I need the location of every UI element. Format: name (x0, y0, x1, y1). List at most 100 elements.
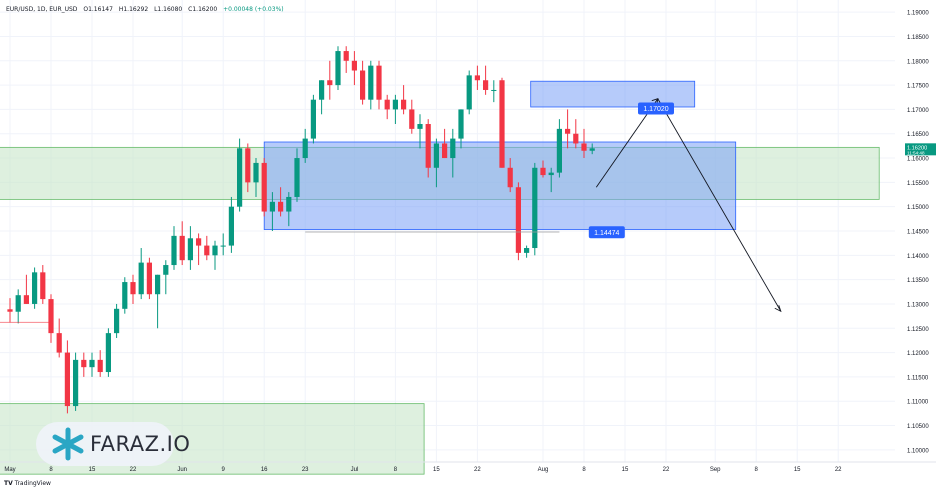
change-value: +0.00048 (+0.03%) (223, 6, 284, 13)
candle-body (425, 124, 431, 168)
tradingview-icon: TV (4, 480, 13, 487)
price-tick-label: 1.14000 (907, 254, 929, 260)
candle-body (130, 282, 136, 295)
time-tick-label: 22 (130, 467, 137, 473)
symbol-title: EUR/USD, 1D, EUR_USD (6, 6, 78, 13)
candle-body (122, 282, 128, 309)
asterisk-logo-icon (52, 427, 84, 461)
time-tick-label: 15 (794, 467, 801, 473)
candle-body (245, 148, 251, 183)
logo-text: FARAZ.IO (90, 432, 191, 456)
time-tick-label: 15 (89, 467, 96, 473)
projection-arrowhead (774, 305, 782, 313)
candle-body (417, 124, 423, 129)
tradingview-brand: TV TradingView (4, 480, 51, 487)
candle-body (138, 262, 144, 295)
price-tick-label: 1.10000 (907, 448, 929, 454)
candle-body (319, 80, 325, 100)
candle-body (565, 128, 571, 134)
price-tick-label: 1.12000 (907, 351, 929, 357)
candle-body (433, 143, 439, 168)
time-tick-label: 9 (222, 467, 226, 473)
candle-body (114, 308, 120, 334)
candle-body (97, 359, 103, 373)
candle-body (384, 99, 390, 110)
time-tick-label: 16 (261, 467, 268, 473)
price-tick-label: 1.19000 (907, 11, 929, 17)
candle-body (196, 238, 202, 246)
candle-body (458, 109, 464, 139)
time-tick-label: 8 (582, 467, 586, 473)
high-value: H1.16292 (118, 6, 149, 13)
candle-body (483, 80, 489, 90)
candle-body (499, 80, 505, 168)
brand-text: TradingView (14, 480, 51, 487)
time-tick-label: 23 (302, 467, 309, 473)
candle-body (515, 187, 521, 253)
zones (0, 80, 880, 475)
price-tick-label: 1.11500 (907, 375, 929, 381)
time-tick-label: Jul (351, 467, 359, 473)
candle-body (56, 333, 62, 353)
candle-body (212, 245, 218, 256)
price-tick-label: 1.17000 (907, 108, 929, 114)
candle-body (351, 60, 357, 71)
candle-body (540, 167, 546, 176)
price-axis[interactable]: 1.19000 1.18500 1.18000 1.17500 1.17000 1.165… (895, 0, 936, 462)
candle-body (105, 333, 111, 373)
candle-body (269, 201, 275, 212)
candle-body (556, 128, 562, 173)
candle-body (368, 65, 374, 100)
price-tick-label: 1.18000 (907, 59, 929, 65)
candle-body (442, 143, 448, 159)
candle-body (310, 99, 316, 139)
candle-body (7, 309, 13, 312)
price-tick-label: 1.15500 (907, 181, 929, 187)
candle-body (524, 248, 530, 253)
candle-body (187, 238, 193, 261)
candle-body (89, 359, 95, 368)
candle-body (343, 51, 349, 61)
candle-body (253, 162, 259, 183)
open-value: O1.16147 (83, 6, 113, 13)
price-axis-bg (895, 0, 936, 462)
time-tick-label: 22 (835, 467, 842, 473)
candle-body (40, 272, 46, 300)
candle-body (491, 89, 497, 91)
price-tick-label: 1.16500 (907, 132, 929, 138)
time-tick-label: 8 (394, 467, 398, 473)
candle-body (278, 201, 284, 212)
price-tick-label: 1.18500 (907, 35, 929, 41)
price-tick-label: 1.17500 (907, 84, 929, 90)
current-price-text: 1.16200 (907, 145, 927, 151)
candle-body (163, 265, 169, 275)
low-value: L1.16080 (154, 6, 183, 13)
price-label-box (588, 226, 625, 239)
price-label-text: 1.17020 (643, 106, 668, 113)
candle-body (548, 172, 554, 176)
candle-body (474, 75, 480, 81)
candle-body (573, 133, 579, 144)
candle-body (228, 206, 234, 246)
candle-body (327, 80, 333, 86)
projection-down-line (657, 98, 782, 312)
candle-body (237, 148, 243, 207)
candle-body (204, 245, 210, 256)
price-tick-label: 1.14500 (907, 230, 929, 236)
price-tick-label: 1.13000 (907, 302, 929, 308)
time-tick-label: 8 (49, 467, 53, 473)
price-labels: 1.17020 1.14474 (588, 102, 674, 239)
price-tick-label: 1.15000 (907, 205, 929, 211)
candles (7, 46, 595, 414)
price-tick-label: 1.13500 (907, 278, 929, 284)
candle-body (32, 272, 38, 304)
candle-body (401, 99, 407, 110)
candle-body (220, 245, 226, 247)
time-tick-label: 22 (663, 467, 670, 473)
candle-body (155, 274, 161, 295)
price-tick-label: 1.12500 (907, 327, 929, 333)
candle-body (532, 167, 538, 249)
candle-body (450, 138, 456, 159)
candle-body (23, 295, 29, 304)
